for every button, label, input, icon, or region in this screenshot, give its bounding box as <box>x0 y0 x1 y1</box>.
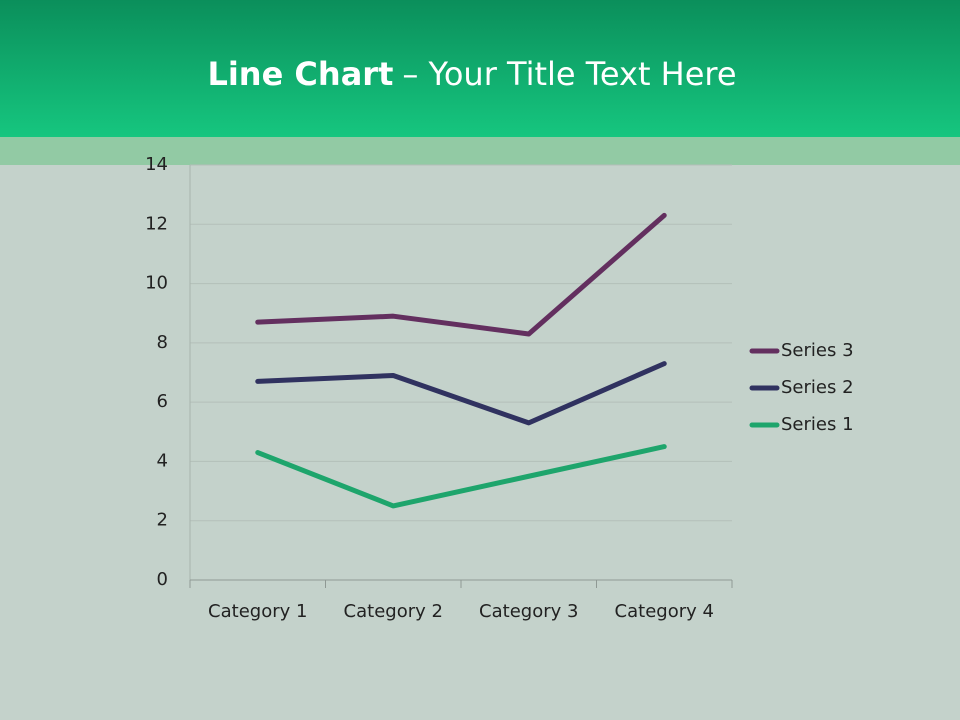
y-tick-label: 0 <box>157 569 168 590</box>
slide-title: Line Chart – Your Title Text Here <box>207 55 736 93</box>
y-tick-label: 14 <box>145 154 168 175</box>
plot: 0 2 4 6 8 10 12 14 Category 1 Category 2 Category … <box>145 154 853 622</box>
y-tick-label: 2 <box>157 510 168 531</box>
y-tick-label: 8 <box>157 332 168 353</box>
legend-label: Series 1 <box>781 414 854 435</box>
legend-label: Series 3 <box>781 340 854 361</box>
x-tick-label: Category 3 <box>479 601 578 622</box>
x-tick-label: Category 4 <box>615 601 714 622</box>
header <box>0 0 960 137</box>
series-line <box>255 212 667 337</box>
x-tick-label: Category 1 <box>208 601 307 622</box>
series-line <box>255 361 667 426</box>
y-tick-label: 6 <box>157 391 168 412</box>
y-tick-label: 12 <box>145 213 168 234</box>
title-rest: – Your Title Text Here <box>402 55 736 93</box>
y-tick-label: 10 <box>145 273 168 294</box>
y-tick-label: 4 <box>157 450 168 471</box>
series-line <box>255 444 667 509</box>
band <box>0 137 960 165</box>
title-bold: Line Chart <box>207 55 393 93</box>
legend-label: Series 2 <box>781 377 854 398</box>
x-tick-label: Category 2 <box>344 601 443 622</box>
